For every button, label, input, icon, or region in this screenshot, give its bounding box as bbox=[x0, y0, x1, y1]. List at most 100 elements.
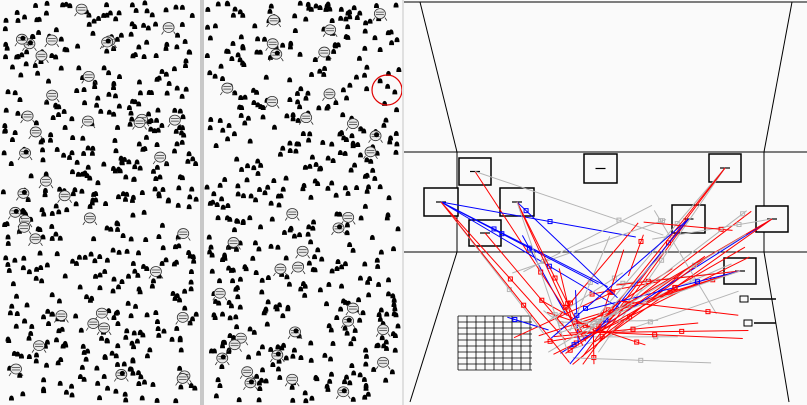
food-dot bbox=[115, 194, 121, 200]
link-marker bbox=[538, 269, 544, 275]
creature-icon bbox=[167, 114, 183, 128]
food-dot bbox=[256, 397, 262, 403]
food-dot bbox=[47, 137, 53, 143]
food-dot bbox=[9, 303, 15, 309]
creature-icon bbox=[175, 311, 191, 325]
creature-legs bbox=[81, 80, 97, 84]
creature-icon bbox=[74, 3, 89, 17]
food-dot bbox=[20, 207, 26, 213]
food-dot bbox=[73, 201, 79, 207]
food-dot bbox=[295, 99, 301, 105]
food-dot bbox=[384, 215, 390, 221]
food-dot bbox=[351, 336, 357, 342]
food-dot bbox=[345, 34, 351, 40]
creature-icon bbox=[38, 175, 54, 189]
creature-body bbox=[221, 82, 234, 94]
food-dot bbox=[87, 175, 93, 181]
food-dot bbox=[251, 329, 257, 335]
creature-body bbox=[266, 95, 279, 107]
food-dot bbox=[153, 176, 159, 182]
food-dot bbox=[33, 275, 39, 281]
food-dot bbox=[49, 235, 55, 241]
food-dot bbox=[362, 261, 368, 267]
link-marker bbox=[705, 309, 711, 315]
graph-3d-view[interactable] bbox=[404, 0, 807, 405]
food-dot bbox=[242, 94, 248, 100]
creature-legs bbox=[167, 123, 183, 128]
creature-head bbox=[293, 328, 299, 334]
food-dot bbox=[29, 323, 35, 329]
link-marker bbox=[666, 240, 672, 246]
food-dot bbox=[344, 330, 350, 336]
food-dot bbox=[177, 297, 183, 303]
creature-legs bbox=[345, 311, 361, 316]
food-dot bbox=[42, 192, 48, 198]
food-dot bbox=[326, 281, 332, 287]
creature-legs bbox=[375, 366, 391, 370]
food-dot bbox=[174, 85, 180, 91]
food-dot bbox=[124, 328, 130, 334]
view-splitter[interactable] bbox=[200, 0, 204, 405]
creature-body bbox=[55, 310, 68, 321]
food-dot bbox=[369, 234, 375, 240]
food-dot bbox=[236, 397, 242, 403]
creature-icon bbox=[243, 377, 258, 391]
food-dot bbox=[220, 311, 226, 317]
food-dot bbox=[115, 321, 121, 327]
food-dot bbox=[290, 397, 296, 403]
food-dot bbox=[268, 243, 274, 249]
food-dot bbox=[361, 376, 367, 382]
food-dot bbox=[102, 268, 108, 274]
food-dot bbox=[189, 12, 195, 18]
creature-legs bbox=[363, 155, 378, 160]
food-dot bbox=[86, 12, 92, 18]
left-simulation-view[interactable] bbox=[0, 0, 200, 405]
food-dot bbox=[12, 257, 18, 263]
food-dot bbox=[136, 44, 142, 50]
food-dot bbox=[329, 268, 335, 274]
food-dot bbox=[287, 77, 293, 83]
food-dot bbox=[284, 113, 290, 119]
food-dot bbox=[2, 122, 8, 128]
right-simulation-view[interactable] bbox=[204, 0, 402, 405]
food-dot bbox=[329, 141, 335, 147]
food-dot bbox=[332, 42, 338, 48]
food-dot bbox=[3, 54, 9, 60]
food-dot bbox=[386, 277, 392, 283]
food-dot bbox=[391, 246, 397, 252]
creature-body bbox=[292, 261, 304, 273]
food-dot bbox=[360, 310, 366, 316]
creature-legs bbox=[331, 231, 346, 236]
creature-body bbox=[347, 302, 359, 314]
food-dot bbox=[220, 75, 226, 81]
food-dot bbox=[322, 352, 328, 358]
food-dot bbox=[0, 189, 6, 195]
food-dot bbox=[177, 108, 183, 114]
food-dot bbox=[262, 36, 268, 42]
food-dot bbox=[255, 36, 261, 42]
food-dot bbox=[308, 340, 314, 346]
food-dot bbox=[97, 395, 103, 401]
creature-body bbox=[377, 356, 390, 368]
creature-legs bbox=[243, 386, 258, 391]
food-dot bbox=[135, 272, 141, 278]
food-dot bbox=[290, 112, 296, 118]
food-dot bbox=[297, 104, 303, 110]
food-dot bbox=[345, 10, 351, 16]
food-dot bbox=[231, 227, 237, 233]
food-dot bbox=[372, 35, 378, 41]
creature-icon bbox=[28, 233, 43, 246]
food-dot bbox=[267, 8, 273, 14]
creature-icon bbox=[264, 95, 280, 109]
food-dot bbox=[87, 297, 93, 303]
graph-link bbox=[554, 270, 741, 335]
view-splitter-2[interactable] bbox=[402, 0, 404, 405]
food-dot bbox=[99, 335, 105, 341]
food-dot bbox=[81, 86, 87, 92]
food-dot bbox=[104, 225, 110, 231]
graph-link bbox=[576, 268, 673, 331]
food-dot bbox=[58, 65, 64, 71]
food-dot bbox=[333, 99, 339, 105]
food-dot bbox=[112, 93, 118, 99]
creature-legs bbox=[20, 119, 35, 124]
